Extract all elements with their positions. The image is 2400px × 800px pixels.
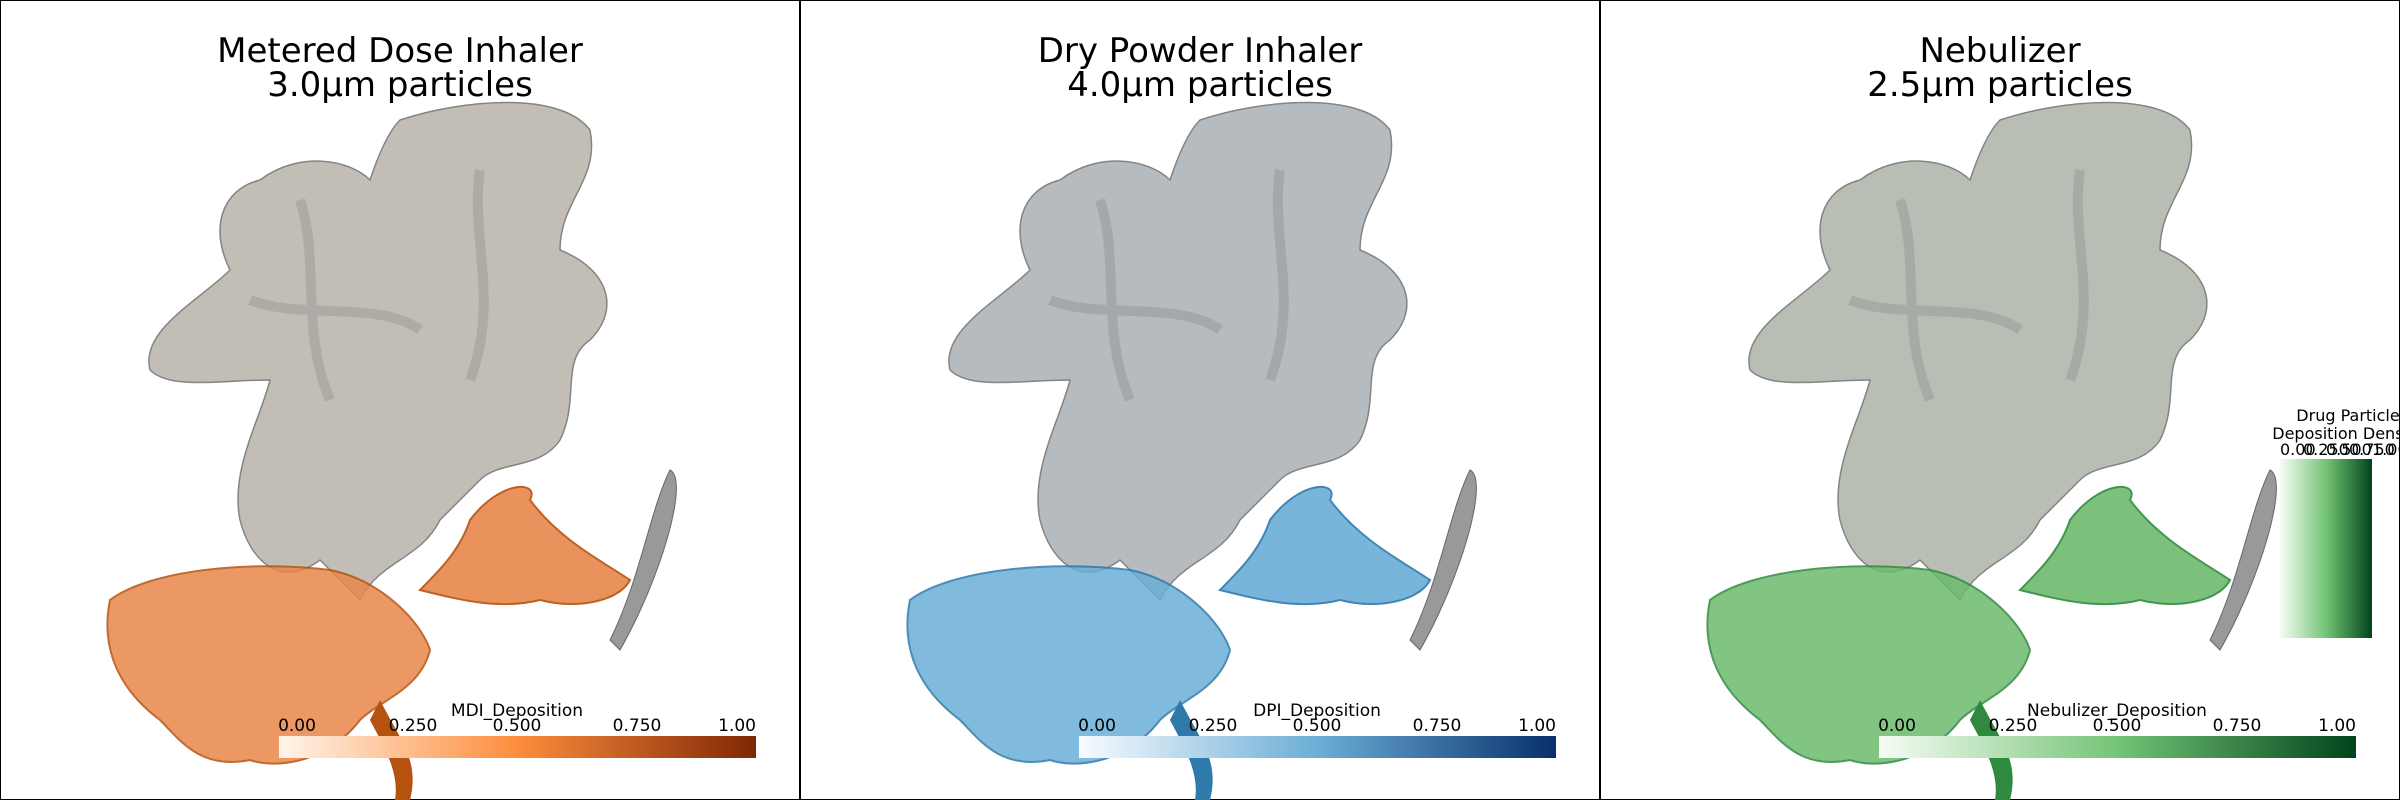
colorbar-tick-label: 0.750 xyxy=(2213,716,2262,736)
colorbar-tick-label: 0.250 xyxy=(1189,716,1238,736)
panel-title: 3.0µm particles xyxy=(267,65,533,105)
colorbar-tick-label: 0.500 xyxy=(493,716,542,736)
panel-title: 2.5µm particles xyxy=(1867,65,2133,105)
colorbar-tick-label: 0.500 xyxy=(2093,716,2142,736)
colorbar-tick-label: 0.00 xyxy=(1078,716,1116,736)
colorbar-title: DPI_Deposition xyxy=(1253,701,1381,721)
colorbar-tick-label: 0.00 xyxy=(1878,716,1916,736)
side-colorbar-tick-label: 0.250 xyxy=(2303,440,2349,459)
panel-title: Dry Powder Inhaler xyxy=(1038,31,1363,71)
side-colorbar-tick-label: 0.500 xyxy=(2326,440,2372,459)
colorbar-tick-label: 0.750 xyxy=(613,716,662,736)
colorbar-tick-label: 1.00 xyxy=(718,716,756,736)
panel-title: Metered Dose Inhaler xyxy=(217,31,583,71)
colorbar-tick-label: 0.00 xyxy=(278,716,316,736)
colorbar xyxy=(1879,736,2356,758)
side-colorbar-tick-label: 0.00 xyxy=(2280,440,2316,459)
panel-title: Nebulizer xyxy=(1919,31,2080,71)
colorbar xyxy=(279,736,756,758)
colorbar-title: Nebulizer_Deposition xyxy=(2027,701,2207,721)
colorbar xyxy=(1079,736,1556,758)
colorbar-tick-label: 0.250 xyxy=(389,716,438,736)
side-colorbar xyxy=(2280,459,2372,638)
side-colorbar-tick-label: 1.00 xyxy=(2372,440,2400,459)
colorbar-tick-label: 0.750 xyxy=(1413,716,1462,736)
colorbar-title: MDI_Deposition xyxy=(451,701,583,721)
side-colorbar-title: Deposition Density xyxy=(2272,424,2400,443)
colorbar-tick-label: 0.250 xyxy=(1989,716,2038,736)
panel-title: 4.0µm particles xyxy=(1067,65,1333,105)
side-colorbar-tick-label: 0.750 xyxy=(2349,440,2395,459)
colorbar-tick-label: 0.500 xyxy=(1293,716,1342,736)
colorbar-tick-label: 1.00 xyxy=(1518,716,1556,736)
side-colorbar-title: Drug Particle xyxy=(2296,406,2399,425)
colorbar-tick-label: 1.00 xyxy=(2318,716,2356,736)
